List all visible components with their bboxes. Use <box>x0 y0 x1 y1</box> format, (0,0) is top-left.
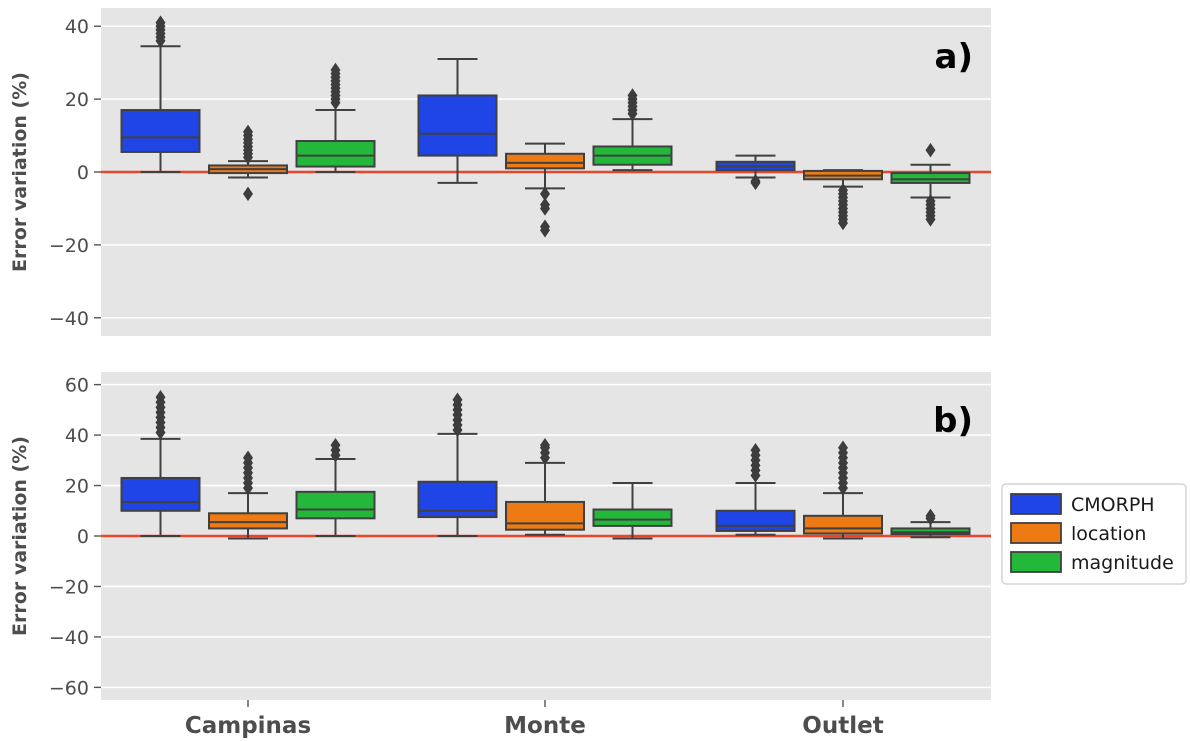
legend-item-location: location <box>1010 522 1146 545</box>
outlier-point <box>750 175 761 191</box>
y-tick-label: 60 <box>65 375 89 397</box>
panel-a: −40 −20 0 20 40 Error variation (%) a) <box>9 8 991 336</box>
legend-swatch <box>1010 551 1062 573</box>
outlier-point <box>540 437 550 453</box>
outlier-point <box>155 390 166 405</box>
x-tick-label-monte: Monte <box>504 713 586 739</box>
y-tick-label: −40 <box>49 308 89 330</box>
box-CMORPH-monte <box>417 58 498 184</box>
legend-label: magnitude <box>1071 552 1174 574</box>
x-tick-label-campinas: Campinas <box>185 713 311 739</box>
box-magnitude-campinas <box>295 437 376 537</box>
y-tick-label: 20 <box>65 476 89 498</box>
box-iqr <box>417 94 498 157</box>
y-tick-label: −20 <box>49 235 89 257</box>
box-location-campinas <box>208 124 288 202</box>
outlier-point <box>243 186 253 202</box>
box-iqr <box>505 500 585 531</box>
box-iqr <box>295 490 376 520</box>
outlier-point <box>925 212 936 227</box>
outlier-point <box>155 15 166 30</box>
panel-b: −60 −40 −20 0 20 40 60 Error variation (%) b) <box>9 372 991 700</box>
outlier-point <box>627 88 638 103</box>
outlier-point <box>925 508 936 524</box>
box-CMORPH-campinas <box>120 15 201 173</box>
legend-items: CMORPH location magnitude <box>1010 493 1174 574</box>
box-magnitude-outlet <box>890 508 971 539</box>
box-iqr <box>295 140 376 168</box>
box-location-outlet <box>803 440 883 540</box>
box-location-monte <box>505 142 585 238</box>
legend-item-magnitude: magnitude <box>1010 551 1174 574</box>
box-iqr <box>715 509 796 532</box>
box-iqr <box>890 172 971 184</box>
outlier-point <box>330 437 341 453</box>
outlier-point <box>452 392 463 407</box>
outlier-point <box>838 440 848 455</box>
legend: CMORPH location magnitude <box>1001 483 1187 585</box>
y-tick-label: 0 <box>77 526 89 548</box>
outlier-point <box>243 450 253 465</box>
box-location-outlet <box>803 169 883 231</box>
box-magnitude-outlet <box>890 142 971 227</box>
outlier-point <box>750 443 761 458</box>
x-tick-label-outlet: Outlet <box>802 713 883 739</box>
y-tick-label: −40 <box>49 627 89 649</box>
legend-item-cmorph: CMORPH <box>1010 493 1155 516</box>
box-iqr <box>120 109 201 153</box>
box-iqr <box>208 512 288 530</box>
box-location-monte <box>505 437 585 536</box>
outlier-point <box>540 223 550 238</box>
outlier-point <box>925 142 936 158</box>
panel-b-boxes <box>120 390 971 540</box>
outlier-point <box>838 215 848 231</box>
panel-b-y-axis-label: Error variation (%) <box>9 436 31 636</box>
panel-a-tag: a) <box>935 37 973 77</box>
box-iqr <box>803 514 883 535</box>
legend-label: CMORPH <box>1071 494 1155 516</box>
y-tick-label: −60 <box>49 677 89 699</box>
box-iqr <box>120 476 201 512</box>
outlier-point <box>330 62 341 78</box>
y-tick-label: 40 <box>65 425 89 447</box>
y-tick-label: 0 <box>77 162 89 184</box>
box-magnitude-monte <box>592 482 673 540</box>
box-magnitude-monte <box>592 88 673 172</box>
legend-swatch <box>1010 522 1062 544</box>
box-iqr <box>505 152 585 170</box>
panel-a-y-axis-label: Error variation (%) <box>9 72 31 272</box>
box-iqr <box>592 508 673 527</box>
outlier-point <box>540 201 550 216</box>
y-tick-label: 20 <box>65 89 89 111</box>
box-iqr <box>417 480 498 519</box>
panel-a-y-ticks: −40 −20 0 20 40 <box>49 16 101 330</box>
box-magnitude-campinas <box>295 62 376 173</box>
box-CMORPH-campinas <box>120 390 201 537</box>
outlier-point <box>243 124 253 140</box>
panel-b-tag: b) <box>933 401 973 441</box>
box-CMORPH-outlet <box>715 443 796 536</box>
y-tick-label: 40 <box>65 16 89 38</box>
panel-a-boxes <box>120 15 971 238</box>
legend-label: location <box>1071 523 1146 545</box>
legend-swatch <box>1010 493 1062 515</box>
box-CMORPH-monte <box>417 392 498 537</box>
box-iqr <box>890 527 971 535</box>
x-axis: Campinas Monte Outlet <box>185 700 884 739</box>
box-CMORPH-outlet <box>715 154 796 191</box>
y-tick-label: −20 <box>49 576 89 598</box>
box-location-campinas <box>208 450 288 540</box>
panel-b-y-ticks: −60 −40 −20 0 20 40 60 <box>49 375 101 699</box>
